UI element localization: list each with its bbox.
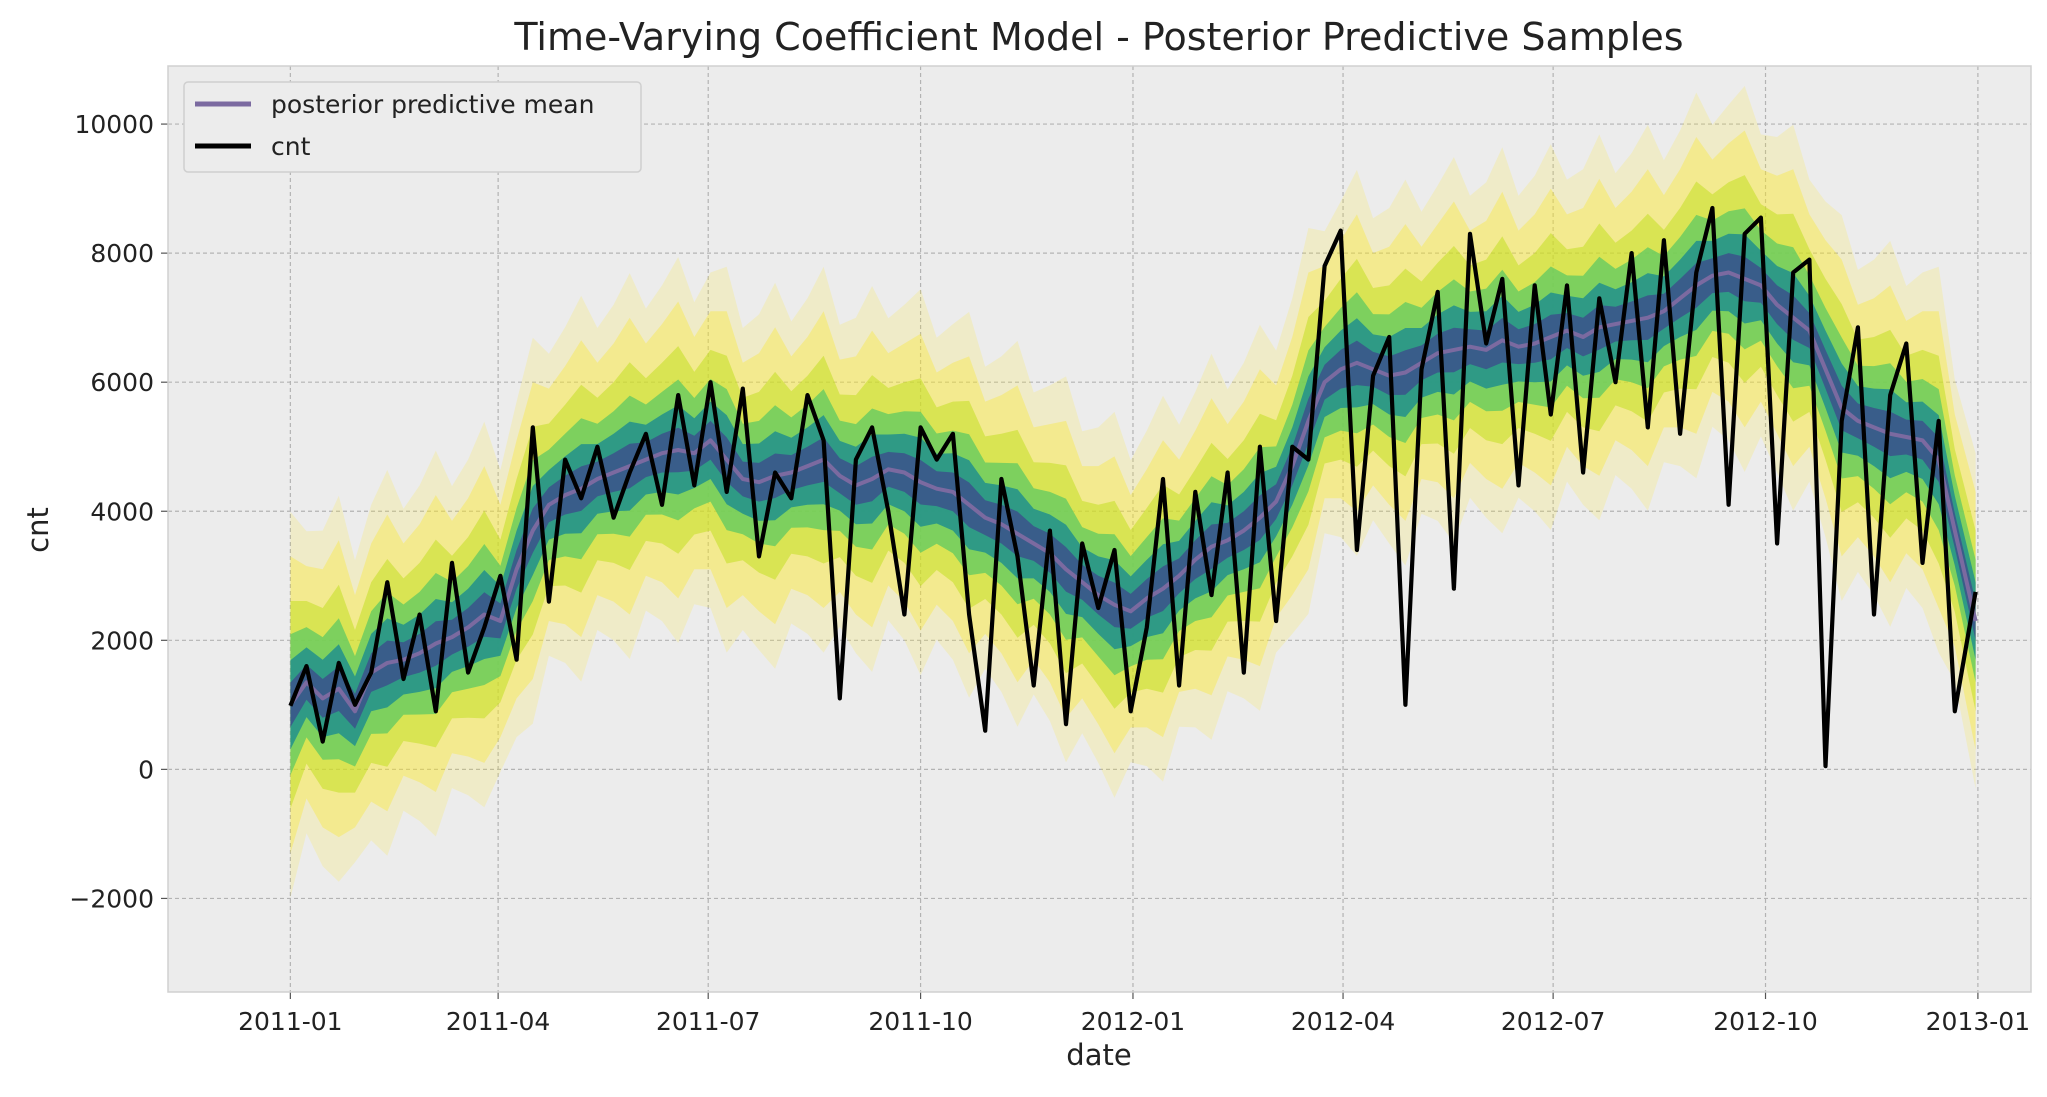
y-tick-label: 6000 (90, 368, 154, 397)
chart-title: Time-Varying Coefficient Model - Posteri… (513, 15, 1683, 59)
y-tick-label: 4000 (90, 497, 154, 526)
x-tick-label: 2012-10 (1713, 1007, 1817, 1036)
y-tick-label: 2000 (90, 626, 154, 655)
legend: posterior predictive mean cnt (183, 81, 642, 173)
x-tick-labels: 2011-01 2011-04 2011-07 2011-10 2012-01 2012-… (238, 992, 2030, 1036)
x-tick-label: 2011-07 (656, 1007, 760, 1036)
y-tick-label: 8000 (90, 239, 154, 268)
legend-label-mean: posterior predictive mean (271, 90, 594, 119)
posterior-band-4 (290, 233, 1976, 750)
y-tick-labels: −2000 0 2000 4000 6000 8000 10000 (69, 110, 168, 913)
plot-frame (167, 65, 2032, 993)
x-tick-label: 2011-04 (446, 1007, 550, 1036)
legend-label-cnt: cnt (271, 132, 311, 161)
y-tick-label: −2000 (69, 884, 154, 913)
x-axis-label: date (1066, 1038, 1131, 1072)
x-tick-label: 2011-01 (238, 1007, 342, 1036)
legend-box (183, 81, 642, 173)
x-tick-label: 2013-01 (1926, 1007, 2030, 1036)
series-line-posterior-predictive-mean (288, 270, 1978, 714)
y-tick-label: 0 (138, 755, 154, 784)
y-axis-label: cnt (21, 507, 55, 553)
x-tick-label: 2012-07 (1501, 1007, 1605, 1036)
x-tick-label: 2012-04 (1291, 1007, 1395, 1036)
x-tick-label: 2011-10 (868, 1007, 972, 1036)
series-line-cnt (288, 205, 1978, 769)
series-lines (288, 205, 1978, 769)
x-tick-label: 2012-01 (1081, 1007, 1185, 1036)
y-tick-label: 10000 (74, 110, 154, 139)
